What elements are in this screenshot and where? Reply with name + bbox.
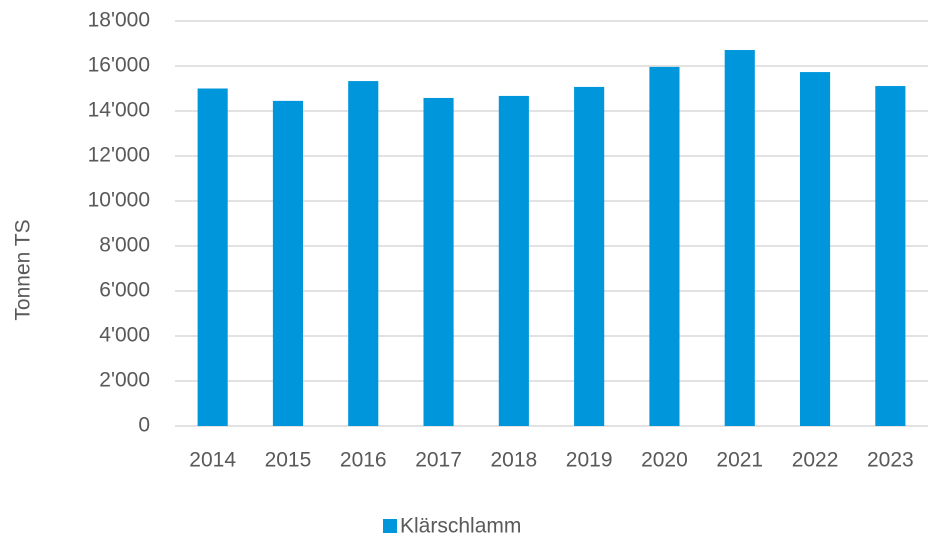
y-tick-label: 16'000 bbox=[88, 54, 150, 77]
y-tick-label: 18'000 bbox=[88, 9, 150, 32]
y-tick-label: 12'000 bbox=[88, 144, 150, 167]
y-tick-label: 6'000 bbox=[99, 279, 150, 302]
bar bbox=[875, 86, 906, 427]
x-tick-label: 2021 bbox=[716, 449, 763, 472]
bar bbox=[272, 100, 304, 426]
bar bbox=[197, 88, 228, 426]
x-tick-label: 2019 bbox=[566, 449, 613, 472]
x-tick-label: 2023 bbox=[867, 449, 914, 472]
bar bbox=[799, 72, 831, 426]
bar bbox=[498, 95, 529, 427]
bar bbox=[574, 86, 605, 427]
y-tick-label: 4'000 bbox=[99, 324, 150, 347]
x-tick-label: 2015 bbox=[265, 449, 312, 472]
y-tick-label: 2'000 bbox=[99, 369, 150, 392]
bar bbox=[724, 50, 755, 427]
y-axis-label: Tonnen TS bbox=[12, 219, 35, 320]
y-tick-label: 0 bbox=[138, 414, 150, 437]
legend-label: Klärschlamm bbox=[400, 515, 521, 538]
x-tick-label: 2014 bbox=[189, 449, 236, 472]
x-tick-label: 2017 bbox=[415, 449, 462, 472]
x-tick-label: 2016 bbox=[340, 449, 387, 472]
bar bbox=[423, 97, 454, 426]
y-tick-label: 8'000 bbox=[99, 234, 150, 257]
y-tick-label: 10'000 bbox=[88, 189, 150, 212]
legend-swatch bbox=[383, 519, 397, 533]
x-tick-label: 2018 bbox=[490, 449, 537, 472]
x-tick-label: 2020 bbox=[641, 449, 688, 472]
y-tick-label: 14'000 bbox=[88, 99, 150, 122]
bar bbox=[649, 66, 680, 427]
x-tick-label: 2022 bbox=[792, 449, 839, 472]
bar bbox=[348, 81, 379, 426]
